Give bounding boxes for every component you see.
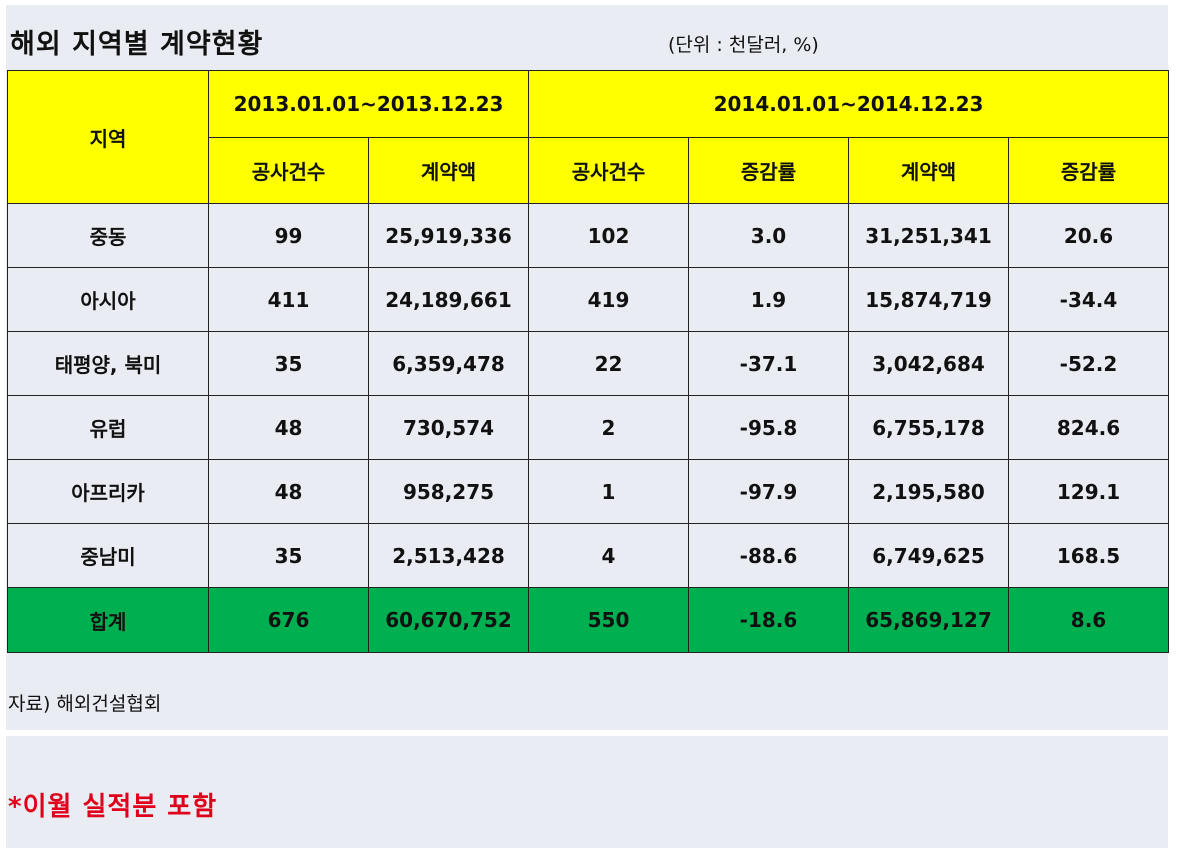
col-header: 증감률 <box>688 137 849 204</box>
region-header: 지역 <box>7 70 209 204</box>
table-row: 중동 99 25,919,336 102 3.0 31,251,341 20.6 <box>7 203 1169 268</box>
col-header: 계약액 <box>848 137 1009 204</box>
amount-2013-cell: 2,513,428 <box>368 523 529 588</box>
table-row: 중남미 35 2,513,428 4 -88.6 6,749,625 168.5 <box>7 523 1169 588</box>
table-row: 아시아 411 24,189,661 419 1.9 15,874,719 -3… <box>7 267 1169 332</box>
contract-table: 지역 2013.01.01~2013.12.23 2014.01.01~2014… <box>7 70 1169 653</box>
amount-2013-cell: 24,189,661 <box>368 267 529 332</box>
total-amount-2014: 65,869,127 <box>848 587 1009 653</box>
amount-2014-cell: 3,042,684 <box>848 331 1009 396</box>
amount-2014-cell: 6,749,625 <box>848 523 1009 588</box>
amount-2013-cell: 6,359,478 <box>368 331 529 396</box>
count-2013-cell: 48 <box>208 395 369 460</box>
amount-change-cell: 824.6 <box>1008 395 1169 460</box>
total-count-2013: 676 <box>208 587 369 653</box>
count-change-cell: 3.0 <box>688 203 849 268</box>
region-cell: 중동 <box>7 203 209 268</box>
carryover-note: *이월 실적분 포함 <box>8 792 218 822</box>
period-2013-header: 2013.01.01~2013.12.23 <box>208 70 529 138</box>
bottom-panel <box>6 736 1168 848</box>
count-2014-cell: 1 <box>528 459 689 524</box>
total-row: 합계 676 60,670,752 550 -18.6 65,869,127 8… <box>7 587 1169 653</box>
header-row-1: 지역 2013.01.01~2013.12.23 2014.01.01~2014… <box>7 70 1169 204</box>
count-2013-cell: 35 <box>208 523 369 588</box>
amount-2013-cell: 730,574 <box>368 395 529 460</box>
region-cell: 중남미 <box>7 523 209 588</box>
unit-label: (단위 : 천달러, %) <box>668 34 819 56</box>
count-2014-cell: 2 <box>528 395 689 460</box>
region-cell: 아시아 <box>7 267 209 332</box>
amount-2014-cell: 15,874,719 <box>848 267 1009 332</box>
col-header: 공사건수 <box>528 137 689 204</box>
amount-change-cell: 20.6 <box>1008 203 1169 268</box>
count-2013-cell: 35 <box>208 331 369 396</box>
count-change-cell: -95.8 <box>688 395 849 460</box>
amount-2013-cell: 958,275 <box>368 459 529 524</box>
page-title: 해외 지역별 계약현황 <box>10 29 264 60</box>
total-amount-change: 8.6 <box>1008 587 1169 653</box>
region-cell: 태평양, 북미 <box>7 331 209 396</box>
source-note: 자료) 해외건설협회 <box>8 693 162 715</box>
count-2013-cell: 411 <box>208 267 369 332</box>
table-row: 태평양, 북미 35 6,359,478 22 -37.1 3,042,684 … <box>7 331 1169 396</box>
col-header: 증감률 <box>1008 137 1169 204</box>
period-2014-header: 2014.01.01~2014.12.23 <box>528 70 1169 138</box>
amount-change-cell: -52.2 <box>1008 331 1169 396</box>
count-change-cell: 1.9 <box>688 267 849 332</box>
col-header: 공사건수 <box>208 137 369 204</box>
total-count-change: -18.6 <box>688 587 849 653</box>
count-2014-cell: 419 <box>528 267 689 332</box>
total-count-2014: 550 <box>528 587 689 653</box>
amount-2014-cell: 2,195,580 <box>848 459 1009 524</box>
header-row-2: 공사건수 계약액 공사건수 증감률 계약액 증감률 <box>8 137 1169 204</box>
col-header: 계약액 <box>368 137 529 204</box>
amount-change-cell: 168.5 <box>1008 523 1169 588</box>
amount-change-cell: 129.1 <box>1008 459 1169 524</box>
amount-2014-cell: 6,755,178 <box>848 395 1009 460</box>
total-amount-2013: 60,670,752 <box>368 587 529 653</box>
count-2013-cell: 99 <box>208 203 369 268</box>
count-2014-cell: 102 <box>528 203 689 268</box>
count-2013-cell: 48 <box>208 459 369 524</box>
region-cell: 아프리카 <box>7 459 209 524</box>
amount-2013-cell: 25,919,336 <box>368 203 529 268</box>
count-change-cell: -88.6 <box>688 523 849 588</box>
count-2014-cell: 4 <box>528 523 689 588</box>
count-change-cell: -37.1 <box>688 331 849 396</box>
count-change-cell: -97.9 <box>688 459 849 524</box>
amount-change-cell: -34.4 <box>1008 267 1169 332</box>
amount-2014-cell: 31,251,341 <box>848 203 1009 268</box>
region-cell: 유럽 <box>7 395 209 460</box>
table-row: 아프리카 48 958,275 1 -97.9 2,195,580 129.1 <box>7 459 1169 524</box>
table-row: 유럽 48 730,574 2 -95.8 6,755,178 824.6 <box>7 395 1169 460</box>
total-label: 합계 <box>7 587 209 653</box>
count-2014-cell: 22 <box>528 331 689 396</box>
